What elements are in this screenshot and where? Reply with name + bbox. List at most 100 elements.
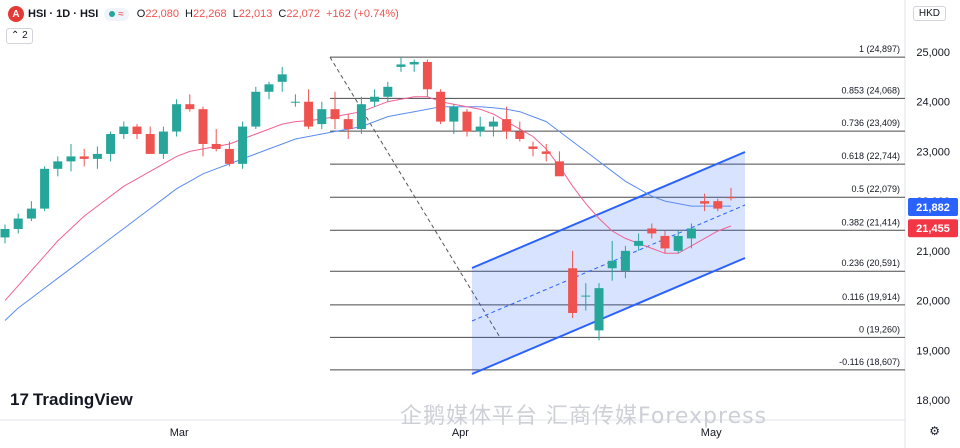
candle-body xyxy=(462,111,472,132)
y-tick-label: 23,000 xyxy=(916,146,950,158)
fib-level-label: 0.116 (19,914) xyxy=(842,292,900,302)
ma-slow-line xyxy=(4,106,731,321)
candle-body xyxy=(634,240,644,246)
ohlc-key: L xyxy=(232,8,239,20)
candle-body xyxy=(13,218,23,229)
candle-body xyxy=(620,250,630,271)
candle-body xyxy=(330,109,340,120)
candle-body xyxy=(40,168,50,209)
candle-body xyxy=(541,151,551,154)
ohlc-item: +162 (+0.74%) xyxy=(326,8,399,20)
candle-body xyxy=(132,126,142,135)
y-tick-label: 25,000 xyxy=(916,47,950,59)
candle-body xyxy=(409,61,419,65)
tradingview-logo[interactable]: 17 TradingView xyxy=(10,390,133,410)
wave-icon: ≈ xyxy=(118,8,124,20)
candle-body xyxy=(343,119,353,130)
candle-body xyxy=(198,109,208,144)
fib-level-label: 0 (19,260) xyxy=(859,324,900,334)
x-tick-label: Mar xyxy=(170,427,189,439)
candle-body xyxy=(224,148,234,164)
y-tick-label: 19,000 xyxy=(916,345,950,357)
candle-body xyxy=(449,106,459,122)
candle-body xyxy=(290,101,300,103)
y-tick-label: 18,000 xyxy=(916,395,950,407)
price-label-text: 21,882 xyxy=(916,202,950,214)
fib-level-label: 0.736 (23,409) xyxy=(841,118,900,128)
x-tick-label: May xyxy=(701,427,722,439)
candle-body xyxy=(383,86,393,97)
fib-level-label: 0.853 (24,068) xyxy=(841,85,900,95)
ohlc-values: O22,080 H22,268 L22,013 C22,072 +162 (+0.74%… xyxy=(137,8,399,20)
candle-body xyxy=(251,91,261,127)
candle-body xyxy=(673,235,683,251)
candle-body xyxy=(660,235,670,249)
candle-body xyxy=(686,228,696,239)
tradingview-logo-mark: 17 xyxy=(10,390,29,409)
candle-body xyxy=(700,201,710,204)
candle-body xyxy=(317,109,327,125)
x-tick-label: Apr xyxy=(452,427,469,439)
fib-level-label: 0.618 (22,744) xyxy=(841,151,900,161)
price-label-box xyxy=(908,219,958,238)
candle-body xyxy=(475,126,485,132)
candle-body xyxy=(396,64,406,67)
ohlc-item: L22,013 xyxy=(233,8,273,20)
ohlc-key: H xyxy=(185,8,193,20)
ohlc-item: C22,072 xyxy=(278,8,320,20)
candle-body xyxy=(26,208,36,219)
candle-body xyxy=(185,104,195,110)
ohlc-key: C xyxy=(278,8,287,20)
settings-gear-icon[interactable]: ⚙ xyxy=(929,424,940,438)
candle-body xyxy=(528,146,538,149)
candle-body xyxy=(713,201,723,209)
candle-body xyxy=(594,288,604,331)
y-tick-label: 24,000 xyxy=(916,97,950,109)
candle-body xyxy=(647,228,657,234)
price-label-box xyxy=(908,198,958,217)
fib-level-label: 0.5 (22,079) xyxy=(851,184,900,194)
channel-lower-line xyxy=(471,257,746,375)
candle-body xyxy=(53,161,63,169)
ohlc-value: 22,072 xyxy=(286,8,321,20)
tradingview-logo-text: TradingView xyxy=(32,390,133,409)
candle-body xyxy=(607,260,617,269)
channel-upper-line xyxy=(471,151,746,269)
candle-body xyxy=(581,295,591,297)
y-tick-label: 21,000 xyxy=(916,246,950,258)
candle-body xyxy=(515,131,525,139)
candle-body xyxy=(277,74,287,82)
candle-body xyxy=(264,84,274,92)
ohlc-value: +162 (+0.74%) xyxy=(326,8,399,20)
y-tick-label: 20,000 xyxy=(916,296,950,308)
symbol-title[interactable]: HSI · 1D · HSI xyxy=(28,8,99,20)
indicators-toggle[interactable]: ⌃ 2 xyxy=(6,28,33,44)
candle-body xyxy=(92,153,102,159)
candle-body xyxy=(304,101,314,127)
market-open-dot-icon xyxy=(109,11,116,17)
status-pill[interactable]: ≈ xyxy=(104,7,129,21)
ohlc-value: 22,013 xyxy=(238,8,273,20)
candle-body xyxy=(66,156,76,162)
candle-body xyxy=(568,268,578,313)
fib-trend-line xyxy=(329,56,501,338)
ma-fast-line xyxy=(4,96,732,301)
candle-body xyxy=(158,131,168,154)
candle-body xyxy=(106,134,116,154)
candle-body xyxy=(238,126,248,164)
ohlc-value: 22,080 xyxy=(145,8,180,20)
ohlc-item: H22,268 xyxy=(185,8,227,20)
indicator-count: 2 xyxy=(22,30,28,41)
currency-label[interactable]: HKD xyxy=(912,6,946,21)
ohlc-item: O22,080 xyxy=(137,8,179,20)
candle-body xyxy=(145,134,155,154)
candle-body xyxy=(211,143,221,149)
candle-body xyxy=(79,156,89,159)
fib-level-label: 0.236 (20,591) xyxy=(841,258,900,268)
watermark: 企鹅媒体平台 汇商传媒Forexpress xyxy=(400,404,768,429)
ohlc-value: 22,268 xyxy=(192,8,227,20)
symbol-logo-icon: A xyxy=(8,6,24,22)
candle-body xyxy=(172,104,182,132)
candle-body xyxy=(554,161,564,177)
